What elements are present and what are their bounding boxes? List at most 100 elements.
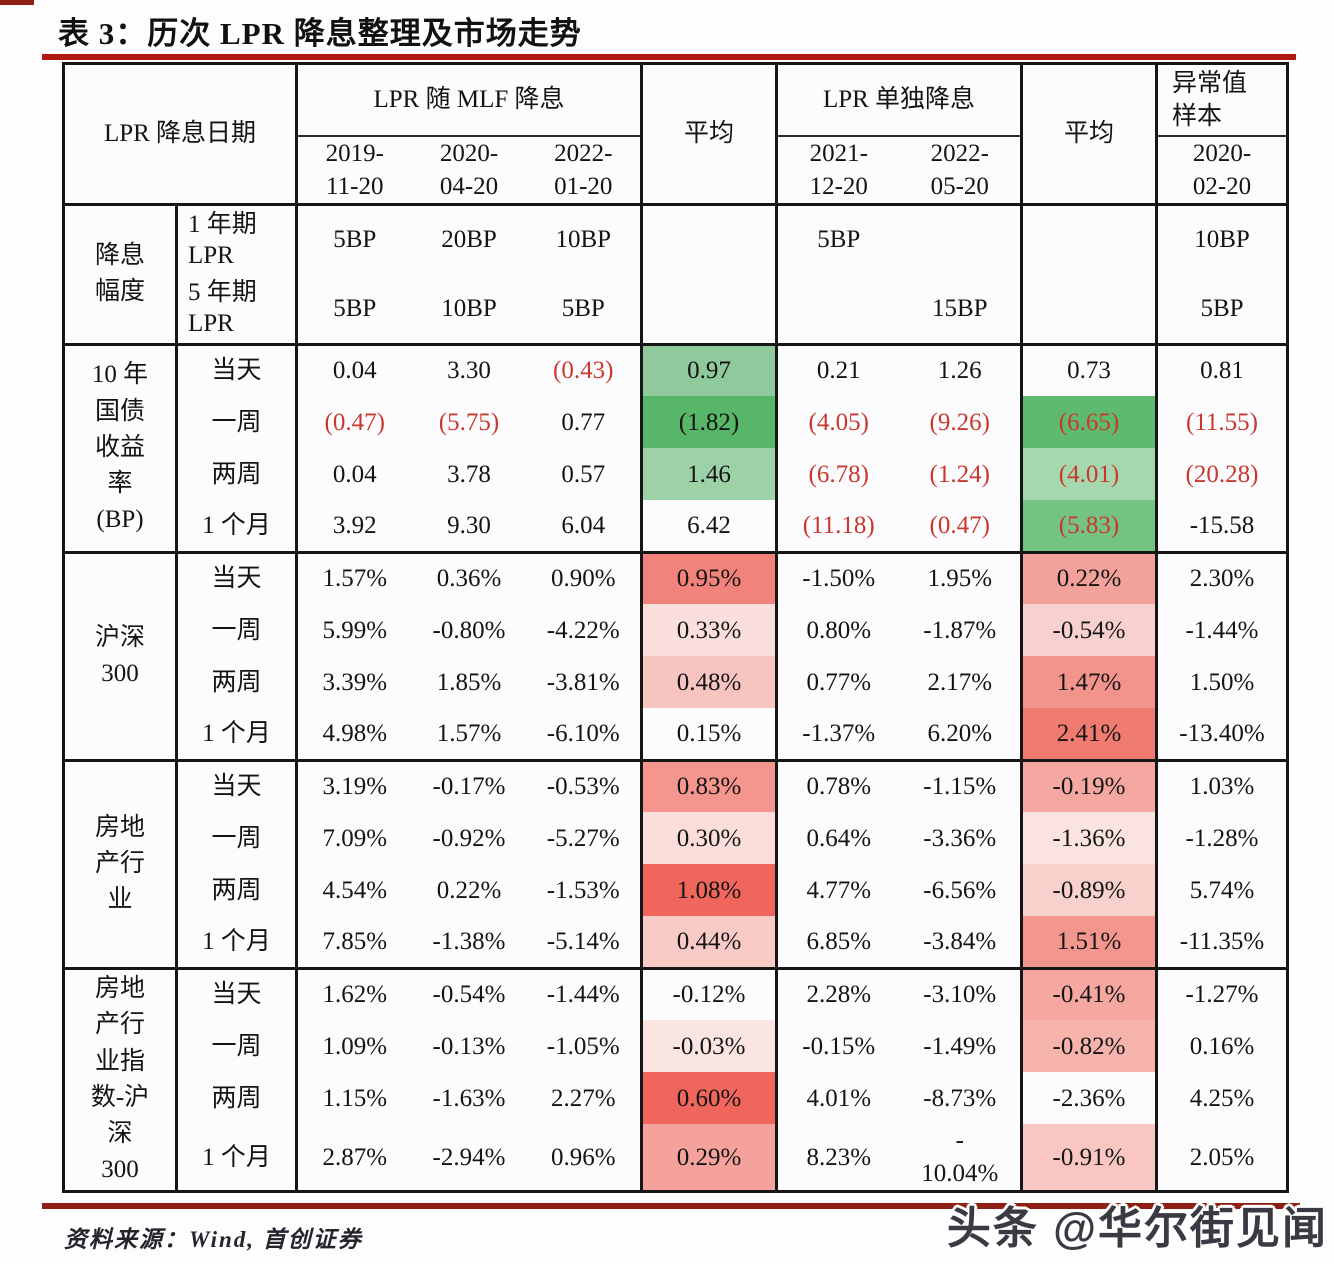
value-cell: 0.78%: [775, 758, 900, 812]
row-label: 当天: [175, 966, 297, 1020]
value-cell: 5.99%: [295, 604, 412, 656]
table-row: 1 个月 3.92 9.30 6.04 6.42 (11.18) (0.47) (5.83) -…: [64, 500, 1288, 552]
value-cell: 5.74%: [1155, 864, 1288, 916]
row-label: 一周: [175, 396, 297, 448]
value-cell: 0.81: [1155, 342, 1288, 396]
value-cell: 1.95%: [899, 550, 1022, 604]
row-label: 两周: [175, 656, 297, 708]
title-rule: [42, 54, 1296, 60]
value-cell: -0.12%: [640, 966, 777, 1020]
value-cell: -2.94%: [432, 1143, 506, 1171]
value-cell: -1.36%: [1020, 812, 1157, 864]
table-row: 沪深 300 当天 1.57% 0.36% 0.90% 0.95% -1.50% 1.95% 0…: [63, 550, 1288, 760]
header-date-solo-2: 2022- 05-20: [899, 135, 1022, 206]
value-cell: 1.47%: [1020, 656, 1157, 708]
value-cell: -8.73%: [923, 1084, 997, 1112]
value-cell: 3.92: [295, 500, 412, 552]
value-cell: -0.80%: [432, 616, 506, 644]
value-cell: (5.75): [438, 408, 500, 436]
value-cell: -1.37%: [775, 708, 900, 760]
header-date-outlier: 2020- 02-20: [1155, 135, 1288, 206]
value-cell: 1.62%: [295, 966, 412, 1020]
table-row: 两周 0.04 3.78 0.57 1.46 (6.78) (1.24) (4.01) (20.…: [64, 448, 1288, 500]
value-cell: 0.95%: [640, 550, 777, 604]
row-label: 当天: [175, 550, 297, 604]
value-cell: 2.27%: [550, 1084, 616, 1112]
value-cell: 10BP: [1155, 202, 1288, 274]
value-cell: -3.81%: [546, 668, 620, 696]
section-label: 房地 产行 业指 数-沪 深 300: [63, 966, 177, 1192]
value-cell: 2.87%: [295, 1124, 412, 1192]
value-cell: 1.15%: [295, 1072, 412, 1124]
row-label: 当天: [175, 758, 297, 812]
value-cell: -15.58: [1155, 500, 1288, 552]
value-cell: 1.08%: [640, 864, 777, 916]
table-row: 两周 3.39% 1.85% -3.81% 0.48% 0.77% 2.17% 1.47% 1.…: [64, 656, 1288, 708]
value-cell: 5BP: [1155, 274, 1288, 344]
table-row: 一周 7.09% -0.92% -5.27% 0.30% 0.64% -3.36% -1.36…: [64, 812, 1288, 864]
value-cell: 3.78: [447, 460, 491, 488]
row-label: 一周: [175, 1020, 297, 1072]
row-label: 两周: [175, 864, 297, 916]
value-cell: 0.64%: [775, 812, 900, 864]
header-date-mlf-3: 2022- 01-20: [526, 135, 642, 206]
value-cell: (5.83): [1020, 500, 1157, 552]
value-cell: 2.05%: [1155, 1124, 1288, 1192]
header-date-mlf-2: 2020- 04-20: [411, 135, 527, 206]
value-cell: -1.63%: [432, 1084, 506, 1112]
table-title: 表 3：历次 LPR 降息整理及市场走势: [58, 16, 582, 51]
value-cell: 0.15%: [640, 708, 777, 760]
value-cell: (9.26): [929, 408, 990, 436]
value-cell: -1.28%: [1155, 812, 1288, 864]
value-cell: 7.85%: [295, 916, 412, 968]
value-cell: 2.30%: [1155, 550, 1288, 604]
value-cell: 15BP: [931, 294, 988, 322]
value-cell: [640, 202, 777, 274]
value-cell: (20.28): [1155, 448, 1288, 500]
value-cell: -0.92%: [432, 824, 506, 852]
table-row: 一周 5.99% -0.80% -4.22% 0.33% 0.80% -1.87% -0.54…: [64, 604, 1288, 656]
row-label: 两周: [175, 1072, 297, 1124]
value-cell: 0.33%: [640, 604, 777, 656]
table-row: 1 个月 2.87% -2.94% 0.96% 0.29% 8.23% - 10.04% -0…: [64, 1124, 1288, 1192]
value-cell: (6.65): [1020, 396, 1157, 448]
value-cell: -1.53%: [546, 876, 620, 904]
value-cell: 6.85%: [775, 916, 900, 968]
value-cell: (4.05): [775, 396, 900, 448]
row-label: 两周: [175, 448, 297, 500]
section-label: 降息 幅度: [63, 202, 177, 344]
value-cell: -0.54%: [1020, 604, 1157, 656]
table-row: 房地 产行 业当天 3.19% -0.17% -0.53% 0.83% 0.78% -1.1…: [63, 758, 1288, 968]
value-cell: -6.10%: [546, 719, 620, 747]
value-cell: 8.23%: [775, 1124, 900, 1192]
value-cell: -0.17%: [411, 758, 527, 812]
value-cell: 0.48%: [640, 656, 777, 708]
row-label: 1 个月: [175, 1124, 297, 1192]
value-cell: 0.22%: [436, 876, 502, 904]
value-cell: -3.36%: [923, 824, 997, 852]
value-cell: 0.57: [561, 460, 606, 488]
value-cell: 6.42: [640, 500, 777, 552]
value-cell: 0.36%: [411, 550, 527, 604]
source-note: 资料来源：Wind, 首创证券: [64, 1227, 363, 1252]
value-cell: [1020, 274, 1157, 344]
value-cell: 0.97: [640, 342, 777, 396]
value-cell: -2.36%: [1020, 1072, 1157, 1124]
value-cell: (6.78): [775, 448, 900, 500]
table-row: 一周 (0.47) (5.75) 0.77 (1.82) (4.05) (9.26) (6.6…: [64, 396, 1288, 448]
value-cell: -0.53%: [526, 758, 642, 812]
row-label: 1 个月: [175, 916, 297, 968]
value-cell: -5.27%: [546, 824, 620, 852]
value-cell: 2.17%: [927, 668, 993, 696]
value-cell: 0.90%: [526, 550, 642, 604]
value-cell: -13.40%: [1155, 708, 1288, 760]
value-cell: 1.50%: [1155, 656, 1288, 708]
value-cell: 1.51%: [1020, 916, 1157, 968]
value-cell: -0.19%: [1020, 758, 1157, 812]
header-avg-mlf: 平均: [640, 63, 777, 206]
value-cell: (0.43): [526, 342, 642, 396]
section-label: 沪深 300: [63, 550, 177, 760]
value-cell: -0.13%: [432, 1032, 506, 1060]
value-cell: 0.83%: [640, 758, 777, 812]
row-label: 5 年期 LPR: [175, 274, 297, 344]
